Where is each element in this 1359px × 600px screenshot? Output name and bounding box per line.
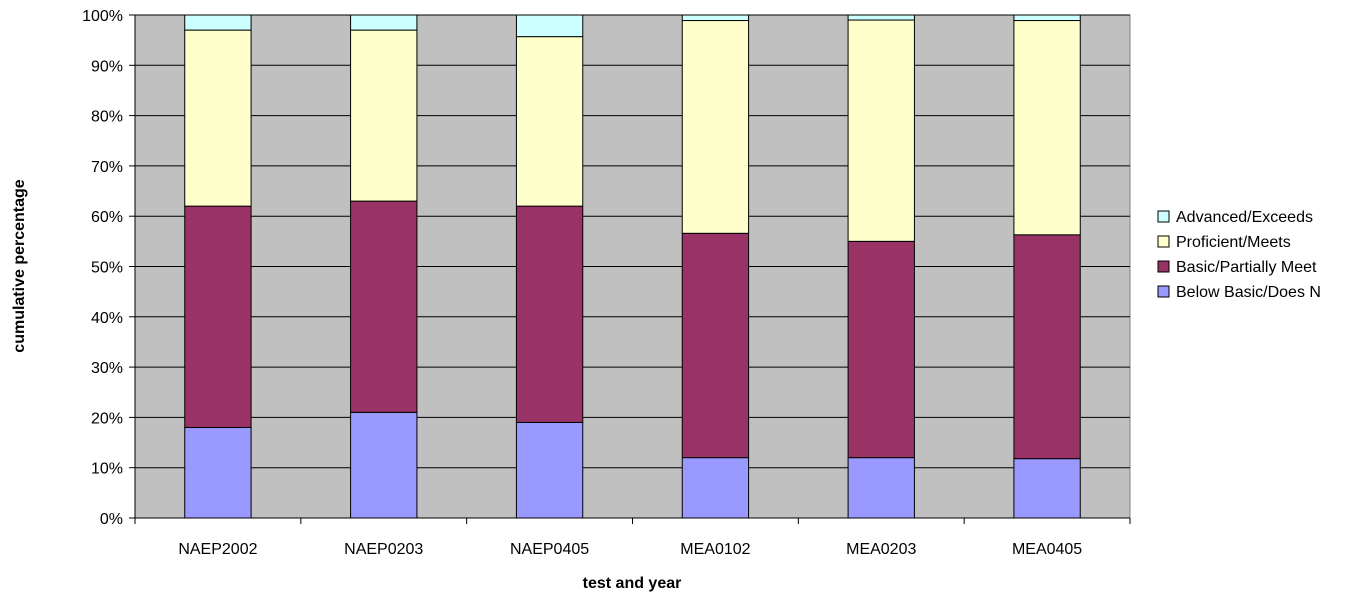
bar-segment — [1013, 20, 1081, 236]
bar-segment — [847, 14, 915, 21]
x-tick-label: MEA0405 — [1012, 541, 1082, 558]
bar-segment — [350, 29, 418, 202]
bar-segment — [350, 200, 418, 413]
legend-swatch — [1157, 235, 1170, 248]
y-tick-label: 10% — [91, 461, 123, 478]
bar-segment — [350, 14, 418, 31]
y-tick-label: 60% — [91, 209, 123, 226]
y-tick-label: 40% — [91, 310, 123, 327]
x-tick-label: NAEP2002 — [178, 541, 257, 558]
bar-segment — [681, 20, 750, 234]
bar-segment — [1013, 234, 1081, 460]
bar-segment — [184, 29, 252, 207]
y-tick-label: 50% — [91, 260, 123, 277]
x-tick-label: MEA0102 — [680, 541, 750, 558]
bar-segment — [681, 14, 750, 22]
bar-segment — [847, 240, 915, 459]
axes — [129, 14, 1131, 524]
x-tick-label: NAEP0203 — [344, 541, 423, 558]
y-tick-label: 90% — [91, 58, 123, 75]
y-tick-labels: 0% 10% 20% 30% 40% 50% 60% 70% 80% 90% 100% — [82, 8, 123, 528]
legend-label: Proficient/Meets — [1176, 234, 1291, 251]
bar-segment — [350, 411, 418, 519]
bar-segment — [184, 205, 252, 428]
y-tick-label: 100% — [82, 8, 123, 25]
legend-label: Below Basic/Does N — [1176, 284, 1321, 301]
y-tick-label: 30% — [91, 360, 123, 377]
y-axis-title: cumulative percentage — [11, 179, 28, 353]
bar-segment — [847, 19, 915, 242]
bar-segment — [681, 232, 750, 459]
bar-segment — [184, 426, 252, 519]
bars — [184, 14, 1081, 519]
bar-segment — [1013, 458, 1081, 519]
bar-segment — [515, 36, 584, 207]
y-tick-label: 20% — [91, 410, 123, 427]
x-tick-labels: NAEP2002 NAEP0203 NAEP0405 MEA0102 MEA0203 ME… — [178, 541, 1082, 558]
bar-segment — [515, 205, 584, 423]
bar-segment — [681, 457, 750, 519]
y-tick-label: 0% — [100, 511, 123, 528]
legend: Advanced/Exceeds Proficient/Meets Basic/Pa… — [1157, 209, 1321, 301]
legend-swatch — [1157, 285, 1170, 298]
bar-segment — [184, 14, 252, 31]
bar-segment — [515, 14, 584, 38]
y-tick-label: 70% — [91, 159, 123, 176]
y-tick-label: 80% — [91, 109, 123, 126]
bar-segment — [1013, 14, 1081, 22]
x-axis-title: test and year — [583, 575, 682, 592]
bar-segment — [515, 421, 584, 519]
legend-label: Advanced/Exceeds — [1176, 209, 1313, 226]
gridlines — [135, 14, 1130, 469]
x-tick-label: NAEP0405 — [510, 541, 589, 558]
x-tick-label: MEA0203 — [846, 541, 916, 558]
legend-swatch — [1157, 210, 1170, 223]
bar-segment — [847, 457, 915, 519]
legend-swatch — [1157, 260, 1170, 273]
legend-label: Basic/Partially Meet — [1176, 259, 1317, 276]
